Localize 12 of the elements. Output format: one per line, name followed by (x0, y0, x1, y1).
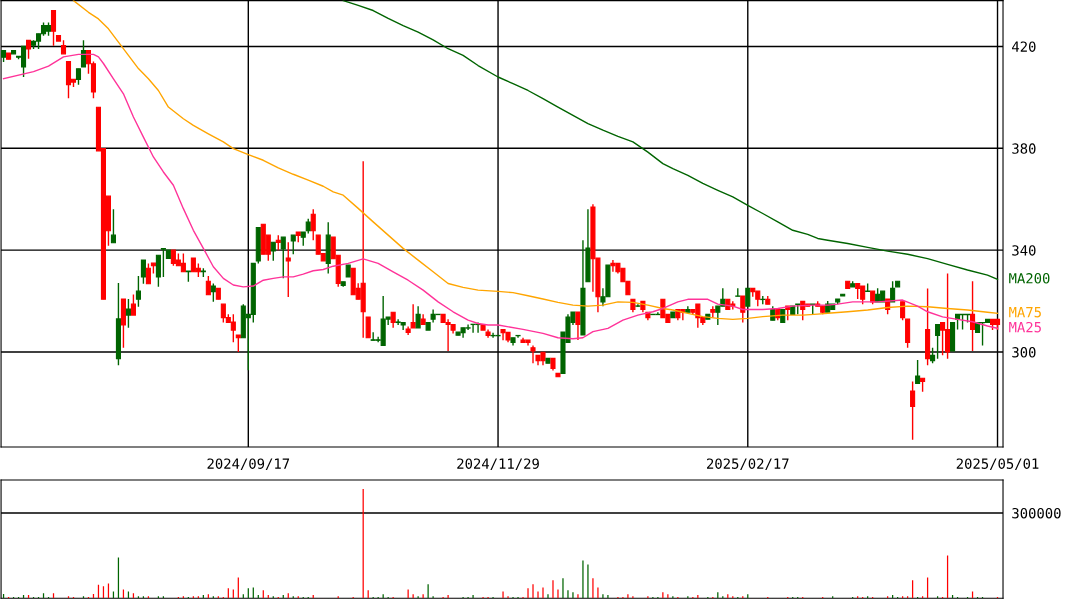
y-tick-label: 420 (1012, 41, 1036, 52)
y-tick-label: 380 (1012, 143, 1036, 154)
series-label: MA75 (1009, 307, 1041, 318)
series-label: MA25 (1009, 321, 1041, 333)
x-tick-label: 2025/02/17 (707, 458, 789, 471)
y-tick-label: 340 (1012, 245, 1036, 256)
y-tick-label: 300 (1012, 347, 1036, 358)
x-tick-label: 2024/11/29 (457, 458, 539, 471)
series-label: MA200 (1009, 273, 1050, 284)
x-tick-label: 2024/09/17 (207, 458, 290, 471)
x-tick-label: 2025/05/01 (956, 458, 1039, 471)
y-tick-label: 300000 (1012, 507, 1061, 519)
